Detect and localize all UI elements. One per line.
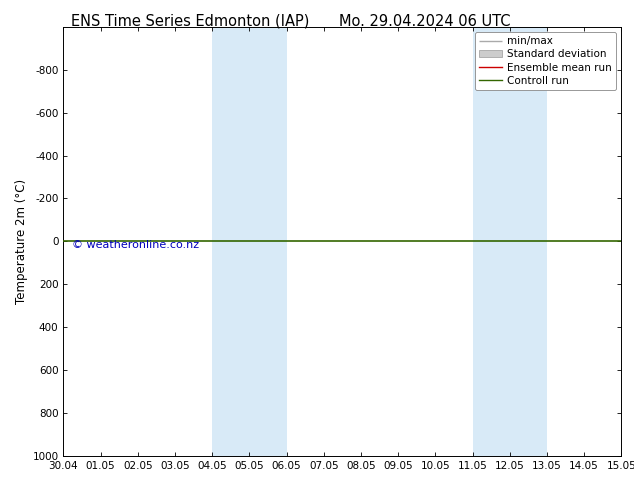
Legend: min/max, Standard deviation, Ensemble mean run, Controll run: min/max, Standard deviation, Ensemble me… [475, 32, 616, 90]
Text: Mo. 29.04.2024 06 UTC: Mo. 29.04.2024 06 UTC [339, 14, 510, 29]
Text: © weatheronline.co.nz: © weatheronline.co.nz [72, 241, 199, 250]
Text: ENS Time Series Edmonton (IAP): ENS Time Series Edmonton (IAP) [71, 14, 309, 29]
Y-axis label: Temperature 2m (°C): Temperature 2m (°C) [15, 179, 29, 304]
Bar [212, 27, 287, 456]
Bar [472, 27, 547, 456]
